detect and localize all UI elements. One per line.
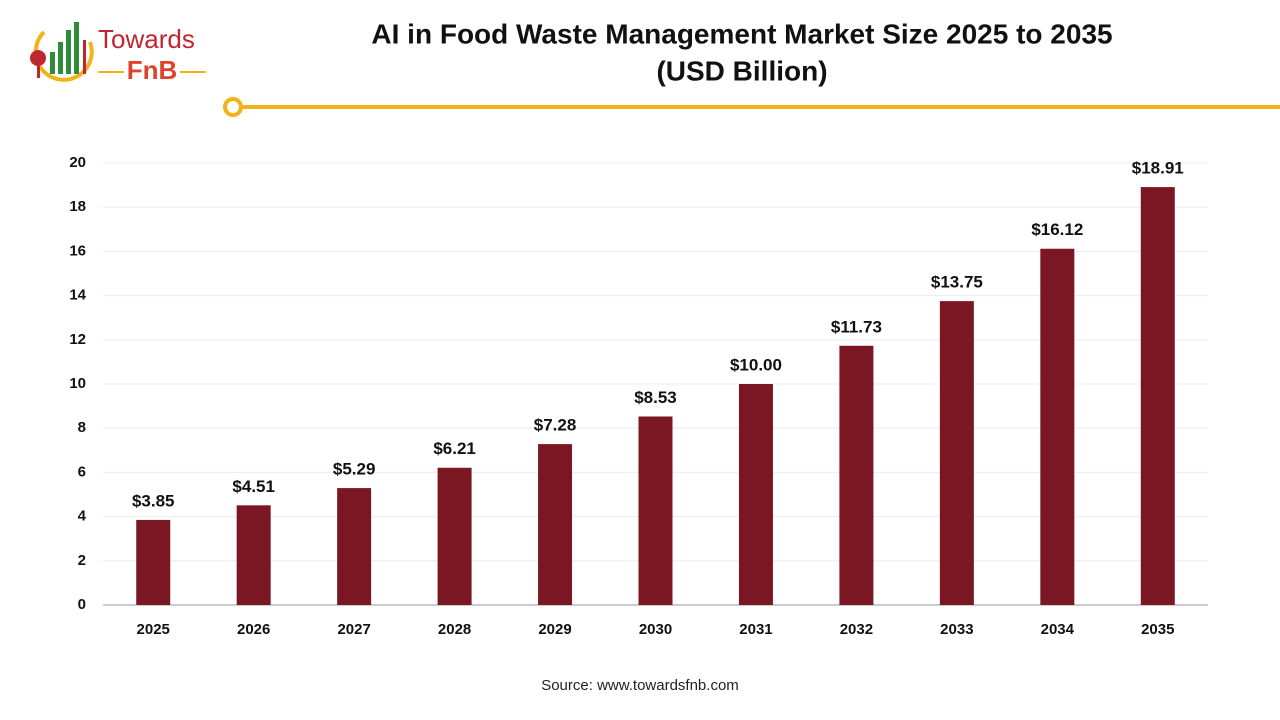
y-tick-label: 14: [69, 287, 86, 304]
source: Source: www.towardsfnb.com: [541, 677, 739, 694]
x-tick-label: 2031: [739, 621, 772, 638]
x-tick-label: 2027: [337, 621, 370, 638]
value-label: $10.00: [730, 355, 782, 374]
y-tick-label: 20: [69, 154, 86, 171]
bar: [738, 384, 773, 605]
bar: [638, 416, 673, 605]
value-label: $13.75: [931, 273, 983, 292]
value-label: $4.51: [232, 477, 275, 496]
bar: [1040, 248, 1075, 606]
logo-name: Towards: [98, 24, 195, 54]
y-tick-label: 10: [69, 375, 86, 392]
value-label: $16.12: [1031, 220, 1083, 239]
x-tick-label: 2026: [237, 621, 270, 638]
bar: [1140, 187, 1175, 606]
y-tick-label: 16: [69, 242, 86, 259]
x-tick-label: 2035: [1141, 621, 1174, 638]
chart-subtitle: (USD Billion): [656, 55, 827, 86]
y-tick-label: 18: [69, 198, 86, 215]
x-tick-label: 2028: [438, 621, 471, 638]
bar: [437, 467, 472, 605]
y-tick-label: 6: [78, 463, 86, 480]
x-tick-label: 2033: [940, 621, 973, 638]
y-tick-label: 2: [78, 552, 86, 569]
logo-sub: FnB: [127, 55, 178, 85]
bar: [337, 488, 372, 605]
bar: [136, 519, 171, 605]
value-label: $7.28: [534, 416, 577, 435]
chart-title: AI in Food Waste Management Market Size …: [371, 18, 1112, 49]
x-tick-label: 2030: [639, 621, 672, 638]
x-tick-label: 2034: [1041, 621, 1075, 638]
bar: [839, 345, 874, 605]
value-label: $5.29: [333, 460, 376, 479]
value-label: $11.73: [831, 317, 882, 336]
y-tick-label: 0: [78, 596, 86, 613]
bar: [236, 505, 271, 605]
value-label: $8.53: [634, 388, 677, 407]
x-tick-label: 2029: [538, 621, 571, 638]
bar: [939, 301, 974, 605]
y-tick-label: 8: [78, 419, 86, 436]
x-tick-label: 2032: [840, 621, 873, 638]
logo-icon: [30, 22, 94, 82]
value-label: $18.91: [1132, 159, 1184, 178]
value-label: $3.85: [132, 491, 175, 510]
y-tick-label: 4: [78, 508, 87, 525]
bar: [538, 444, 573, 605]
header-dot: [223, 97, 243, 117]
y-tick-label: 12: [69, 331, 86, 348]
value-label: $6.21: [433, 439, 476, 458]
x-tick-label: 2025: [137, 621, 170, 638]
